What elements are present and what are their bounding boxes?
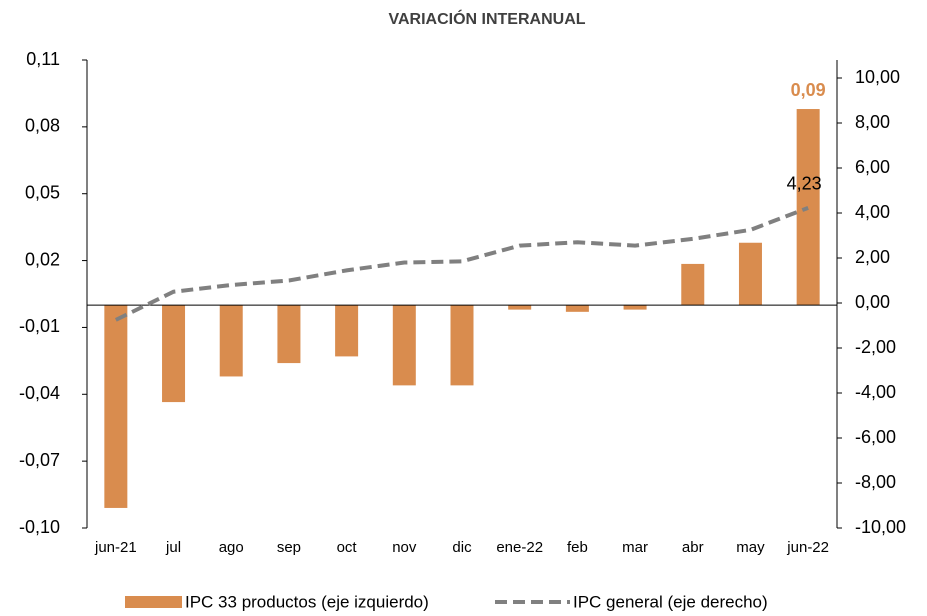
bar — [796, 109, 820, 306]
x-tick-label: dic — [452, 539, 472, 556]
bar — [104, 305, 128, 508]
y2-tick-label: 8,00 — [855, 112, 890, 132]
x-tick-label: jun-22 — [786, 539, 829, 556]
legend-label: IPC 33 productos (eje izquierdo) — [185, 592, 429, 611]
y-tick-label: 0,02 — [25, 249, 60, 269]
y2-tick-label: -10,00 — [855, 517, 906, 537]
x-tick-label: jul — [165, 539, 181, 556]
line-value-label: 4,23 — [787, 174, 822, 194]
x-tick-label: ago — [219, 539, 244, 556]
bar — [738, 242, 762, 306]
bar — [450, 305, 474, 386]
chart-title: VARIACIÓN INTERANUAL — [388, 9, 585, 28]
bar — [277, 305, 301, 364]
x-tick-label: jun-21 — [94, 539, 137, 556]
bar — [335, 305, 359, 357]
bar — [623, 305, 647, 310]
x-tick-label: oct — [337, 539, 358, 556]
y-tick-label: -0,10 — [19, 517, 60, 537]
x-tick-label: may — [736, 539, 765, 556]
line — [114, 205, 809, 322]
bar — [392, 305, 416, 386]
x-tick-label: abr — [682, 539, 704, 556]
legend-label: IPC general (eje derecho) — [573, 592, 768, 611]
y-tick-label: -0,01 — [19, 316, 60, 336]
y2-tick-label: -8,00 — [855, 472, 896, 492]
bar — [508, 305, 532, 310]
y-tick-label: 0,08 — [25, 116, 60, 136]
x-tick-label: sep — [277, 539, 301, 556]
x-tick-label: ene-22 — [496, 539, 543, 556]
legend-swatch — [125, 596, 182, 608]
x-tick-label: feb — [567, 539, 588, 556]
y2-tick-label: 0,00 — [855, 292, 890, 312]
y-tick-label: -0,07 — [19, 450, 60, 470]
y2-tick-label: 4,00 — [855, 202, 890, 222]
y2-tick-label: 2,00 — [855, 247, 890, 267]
bar — [565, 305, 589, 312]
y2-tick-label: -4,00 — [855, 382, 896, 402]
y2-tick-label: -6,00 — [855, 427, 896, 447]
bar — [681, 263, 705, 306]
x-tick-label: nov — [392, 539, 417, 556]
x-tick-label: mar — [622, 539, 648, 556]
bar-value-label: 0,09 — [791, 80, 826, 100]
bar — [162, 305, 186, 403]
y-tick-label: -0,04 — [19, 383, 60, 403]
y-tick-label: 0,11 — [26, 49, 60, 69]
y2-tick-label: 6,00 — [855, 157, 890, 177]
bar — [219, 305, 243, 377]
y-tick-label: 0,05 — [25, 182, 60, 202]
y2-tick-label: -2,00 — [855, 337, 896, 357]
y2-tick-label: 10,00 — [855, 67, 900, 87]
